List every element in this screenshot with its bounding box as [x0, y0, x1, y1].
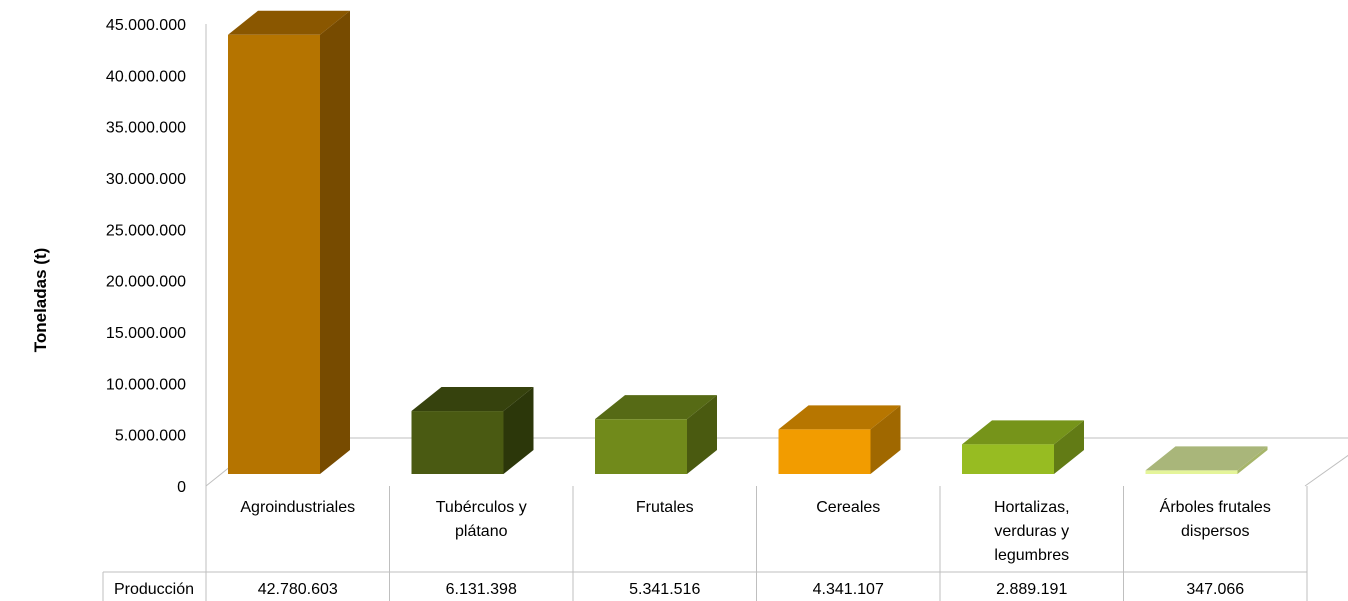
bar	[778, 405, 901, 474]
bar-front	[1145, 470, 1238, 474]
category-label: legumbres	[994, 547, 1069, 564]
data-value-label: 347.066	[1186, 581, 1244, 598]
bar-top	[228, 10, 350, 35]
bar-top	[595, 395, 717, 420]
y-tick-label: 0	[177, 479, 186, 496]
series-name: Producción	[114, 581, 194, 598]
bar-side	[320, 10, 350, 475]
bar	[962, 420, 1084, 474]
data-value-label: 2.889.191	[996, 581, 1067, 598]
bar-front	[411, 411, 504, 474]
y-tick-label: 30.000.000	[106, 171, 186, 188]
category-label: verduras y	[994, 523, 1069, 540]
data-value-label: 6.131.398	[446, 581, 517, 598]
chart-walls	[205, 24, 1348, 487]
bar-top	[1145, 446, 1268, 471]
category-label: Cereales	[816, 499, 880, 516]
bar	[411, 387, 534, 474]
y-tick-labels: 0 5.000.000 10.000.000 15.000.000 20.000.000…	[106, 17, 186, 496]
y-tick-label: 5.000.000	[115, 428, 186, 445]
data-value-label: 42.780.603	[258, 581, 338, 598]
category-label: Árboles frutales	[1160, 497, 1271, 516]
bar-top	[962, 420, 1084, 445]
bar-side	[1054, 420, 1084, 474]
y-tick-label: 45.000.000	[106, 17, 186, 34]
bar-side	[503, 387, 534, 474]
y-tick-label: 25.000.000	[106, 222, 186, 239]
y-tick-label: 20.000.000	[106, 274, 186, 291]
category-label: dispersos	[1181, 523, 1249, 540]
bars	[228, 10, 1268, 475]
bar-side	[687, 395, 717, 474]
category-label: Tubérculos y	[436, 499, 527, 516]
bar-front	[962, 444, 1054, 474]
data-value-label: 5.341.516	[629, 581, 700, 598]
bar-front	[228, 34, 320, 475]
bar-side	[1237, 446, 1268, 474]
floor-right-edge	[1304, 454, 1348, 487]
y-tick-label: 40.000.000	[106, 68, 186, 85]
bar-top	[411, 387, 534, 412]
bar-front	[595, 419, 687, 474]
bar	[228, 10, 350, 475]
bar	[595, 395, 717, 474]
y-axis-label: Toneladas (t)	[31, 248, 50, 353]
bar	[1145, 446, 1268, 474]
data-table: Producción Agroindustriales 42.780.603 Tubé…	[102, 486, 1308, 601]
category-label: Frutales	[636, 499, 694, 516]
category-label: Agroindustriales	[240, 499, 355, 516]
bar-side	[870, 405, 901, 474]
bar-front	[778, 429, 871, 474]
y-tick-label: 35.000.000	[106, 120, 186, 137]
data-value-label: 4.341.107	[813, 581, 884, 598]
y-tick-label: 15.000.000	[106, 325, 186, 342]
bar-top	[778, 405, 901, 430]
y-tick-label: 10.000.000	[106, 376, 186, 393]
category-label: Hortalizas,	[994, 499, 1070, 516]
category-label: plátano	[455, 523, 508, 540]
